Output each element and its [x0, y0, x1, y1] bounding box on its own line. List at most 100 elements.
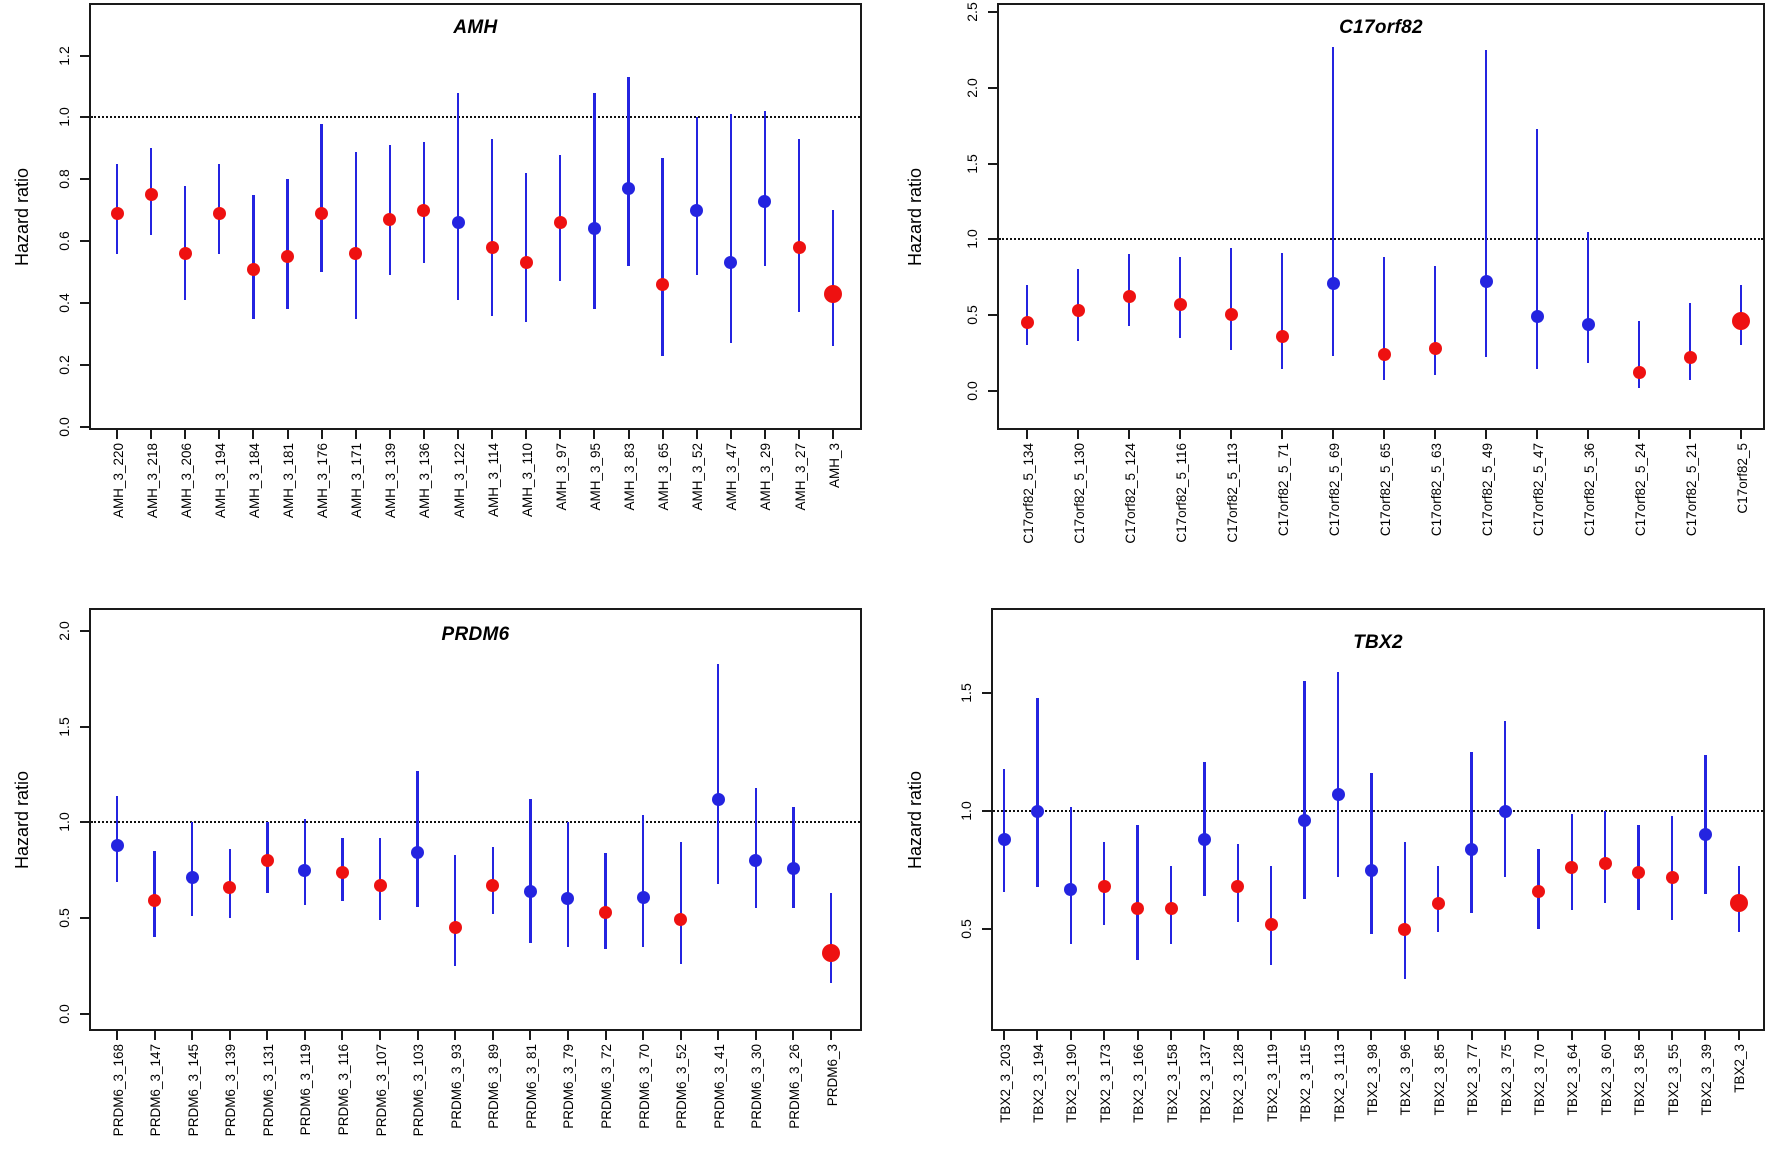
x-tick-label: AMH_3_181: [281, 443, 296, 519]
data-point: [1071, 303, 1085, 317]
x-tick-label: AMH_3_184: [246, 443, 262, 519]
panel-title: AMH: [453, 17, 498, 38]
x-tick-label: AMH_3_194: [212, 443, 228, 519]
x-tick-label: TBX2_3_64: [1565, 1044, 1581, 1116]
data-point: [260, 854, 274, 868]
data-point: [674, 913, 688, 927]
x-tick-label: C17orf82_5_36: [1581, 443, 1597, 537]
y-tick-label: 0.6: [56, 231, 72, 251]
x-tick-label: AMH_3_97: [553, 443, 569, 511]
x-tick: [754, 1031, 757, 1040]
x-tick: [1671, 1031, 1673, 1040]
x-tick: [454, 1031, 457, 1040]
y-tick: [988, 162, 997, 165]
x-tick: [604, 1031, 607, 1040]
y-tick: [80, 116, 89, 119]
error-bar: [153, 851, 156, 938]
error-bar: [661, 157, 664, 356]
x-tick-label: TBX2_3_70: [1531, 1044, 1547, 1116]
x-tick: [642, 1031, 645, 1040]
x-tick: [491, 430, 494, 439]
x-tick-label: PRDM6_3_93: [448, 1044, 464, 1129]
reference-line: [999, 238, 1763, 241]
data-point: [1632, 866, 1646, 880]
x-tick: [150, 430, 153, 439]
error-bar: [454, 854, 457, 966]
x-tick: [679, 1031, 682, 1040]
y-tick: [80, 240, 89, 243]
y-tick-label: 0.4: [56, 293, 72, 313]
reference-line: [993, 810, 1763, 813]
y-tick: [988, 11, 997, 14]
x-tick-label: AMH_3_47: [724, 443, 740, 511]
error-bar: [1336, 671, 1340, 878]
y-tick: [988, 389, 997, 392]
x-tick: [286, 430, 289, 439]
y-tick-label: 0.5: [56, 908, 72, 928]
x-tick: [1270, 1031, 1273, 1040]
x-tick: [627, 430, 630, 439]
data-point: [758, 194, 772, 208]
data-point: [1377, 347, 1391, 361]
x-tick-label: C17orf82_5_134: [1020, 443, 1036, 544]
error-bar: [416, 770, 419, 907]
data-point: [144, 188, 158, 202]
y-tick-label: 1.5: [56, 716, 72, 737]
x-tick: [457, 430, 459, 439]
x-tick-label: PRDM6_3_119: [298, 1044, 314, 1136]
x-tick: [695, 430, 698, 439]
data-point: [110, 838, 124, 852]
x-tick: [184, 430, 187, 439]
error-bar: [490, 139, 494, 316]
error-bar: [627, 77, 630, 266]
y-tick: [80, 1012, 89, 1015]
error-bar: [378, 837, 382, 920]
y-axis-label: Hazard ratio: [12, 167, 32, 266]
x-tick: [1504, 1031, 1506, 1040]
error-bar: [320, 123, 323, 273]
x-tick: [228, 1031, 231, 1040]
data-point: [599, 905, 613, 919]
x-tick: [525, 430, 528, 439]
x-tick: [266, 1031, 269, 1040]
x-tick: [320, 430, 323, 439]
x-tick: [1704, 1031, 1707, 1040]
data-point: [1173, 297, 1187, 311]
y-tick-label: 1.0: [56, 107, 72, 128]
x-tick-label: PRDM6_3_81: [523, 1044, 539, 1129]
error-bar: [456, 92, 460, 301]
x-tick-label: PRDM6_3_26: [786, 1044, 802, 1129]
data-point: [349, 247, 363, 261]
x-tick: [1203, 1031, 1206, 1040]
x-tick-label: TBX2_3_96: [1398, 1044, 1414, 1116]
error-bar: [641, 814, 645, 947]
data-point: [1326, 276, 1340, 290]
panel-border: [89, 608, 862, 1031]
x-tick: [1638, 430, 1640, 439]
x-tick-label: AMH_3_114: [485, 443, 501, 518]
y-tick-label: 0.5: [964, 305, 980, 325]
error-bar: [1503, 721, 1507, 878]
error-bar: [566, 822, 570, 947]
x-tick: [416, 1031, 419, 1040]
x-tick-label: PRDM6_3: [824, 1044, 840, 1107]
x-tick: [1737, 1031, 1740, 1040]
y-tick-label: 0.5: [958, 919, 974, 940]
y-tick-label: 1.2: [56, 45, 72, 66]
x-tick: [379, 1031, 382, 1040]
x-tick-label: C17orf82_5: [1734, 443, 1750, 514]
data-point: [1581, 317, 1595, 331]
y-tick: [80, 629, 89, 632]
x-tick: [1230, 430, 1232, 439]
data-point: [749, 854, 763, 868]
x-tick-label: PRDM6_3_131: [260, 1044, 276, 1137]
error-bar: [1688, 302, 1692, 381]
error-bar: [679, 841, 682, 964]
x-tick-label: AMH_3_176: [315, 443, 331, 519]
x-tick-label: TBX2_3_77: [1465, 1044, 1481, 1116]
y-tick-label: 2.0: [964, 78, 980, 98]
data-point: [110, 206, 124, 220]
error-bar: [1370, 773, 1373, 935]
data-point: [1122, 290, 1136, 304]
data-point: [1231, 880, 1245, 894]
